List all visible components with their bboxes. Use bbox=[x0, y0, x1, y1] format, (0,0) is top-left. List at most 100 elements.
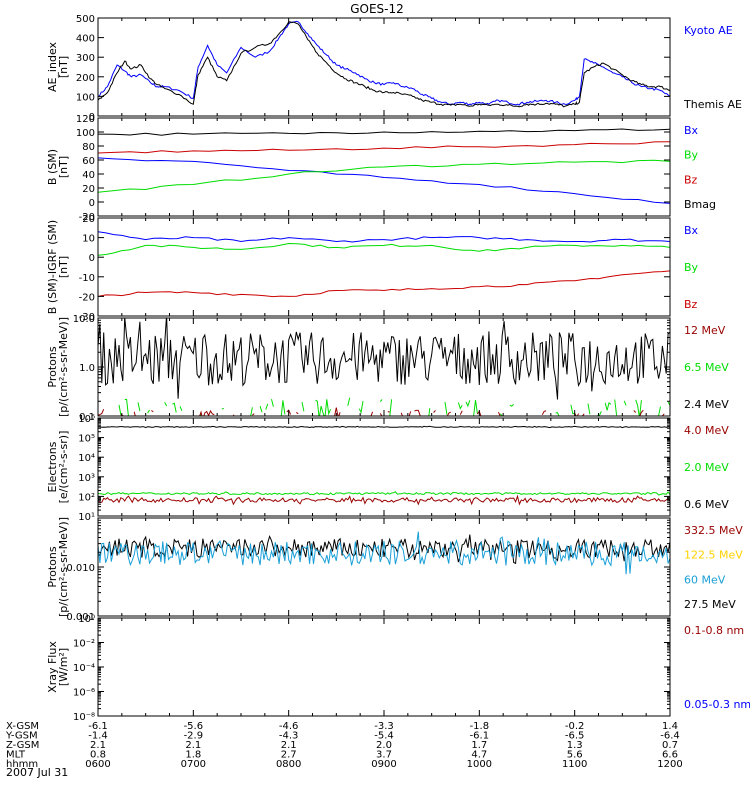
y-tick-label: 200 bbox=[76, 73, 95, 84]
legend-2-4-mev: 2.4 MeV bbox=[684, 398, 729, 411]
panel-2: -20 0 20 40 60 80 100 120 B (SM)[nT] Bx By Bz Bmag bbox=[46, 114, 716, 223]
ephem-cell: -1.4 bbox=[88, 731, 108, 742]
y-tick-label: 10⁻⁸ bbox=[73, 712, 95, 723]
ephem-cell: 0.8 bbox=[90, 750, 106, 761]
legend-by: By bbox=[684, 149, 699, 162]
series-6-5-mev bbox=[118, 397, 670, 416]
ephem-cell: 1.8 bbox=[185, 750, 201, 761]
legend-4-0-mev: 4.0 MeV bbox=[684, 424, 729, 437]
panel-6: 0.001 0.010 Protons[p/(cm²-s-sr-MeV)] 332.5… bbox=[46, 517, 743, 623]
ephem-row-label: hhmm bbox=[6, 759, 38, 770]
y-axis-label: [e/(cm²-s-sr)] bbox=[57, 431, 70, 504]
legend-2-0-mev: 2.0 MeV bbox=[684, 461, 729, 474]
y-tick-label: 300 bbox=[76, 53, 95, 64]
legend-bz: Bz bbox=[684, 173, 698, 186]
legend-bz: Bz bbox=[684, 298, 698, 311]
panel-4: 0.1 1.0 10.0 Protons[p/(cm²-s-sr-MeV)] 12 Me… bbox=[46, 314, 729, 423]
legend-by: By bbox=[684, 261, 699, 274]
y-tick-label: 20 bbox=[82, 214, 95, 225]
panel-frame bbox=[97, 217, 671, 317]
y-axis-label: [nT] bbox=[57, 256, 70, 278]
y-tick-label: 10⁻⁶ bbox=[73, 688, 95, 699]
ephem-row-label: X-GSM bbox=[6, 721, 39, 732]
legend-122-5-mev: 122.5 MeV bbox=[684, 549, 743, 562]
legend-0-1-0-8-nm: 0.1-0.8 nm bbox=[684, 624, 744, 637]
y-tick-label: 40 bbox=[82, 170, 95, 181]
ephem-cell: 1200 bbox=[657, 759, 682, 770]
ephem-cell: 1.4 bbox=[662, 721, 678, 732]
y-axis-label: B (SM) bbox=[46, 149, 59, 185]
ephem-cell: -2.9 bbox=[184, 731, 204, 742]
legend-12-mev: 12 MeV bbox=[684, 324, 726, 337]
panel-frame bbox=[97, 317, 671, 417]
series-by bbox=[98, 159, 670, 193]
panel-5: 10¹ 10² 10³ 10⁴ 10⁵ 10⁶ Electrons[e/(cm²-s-sr)… bbox=[46, 414, 729, 523]
y-tick-label: 20 bbox=[82, 184, 95, 195]
y-axis-label: Protons bbox=[46, 546, 59, 587]
ephem-cell: 5.6 bbox=[567, 750, 583, 761]
y-tick-label: 10.0 bbox=[73, 314, 95, 325]
series-2-4-mev bbox=[98, 318, 670, 400]
y-tick-label: 1.0 bbox=[79, 363, 95, 374]
ephem-cell: -1.8 bbox=[470, 721, 490, 732]
y-tick-label: 10⁵ bbox=[78, 434, 95, 445]
series-bmag bbox=[98, 128, 670, 136]
ephem-cell: 1100 bbox=[562, 759, 587, 770]
series-themis-ae bbox=[98, 21, 670, 108]
ephem-cell: 3.7 bbox=[376, 750, 392, 761]
ephem-cell: -4.3 bbox=[279, 731, 299, 742]
ephem-cell: 2.1 bbox=[185, 740, 201, 751]
y-tick-label: 10⁰ bbox=[78, 614, 95, 625]
y-axis-label: [W/m²] bbox=[57, 648, 70, 686]
ephem-cell: -3.3 bbox=[374, 721, 394, 732]
ephem-cell: -6.1 bbox=[470, 731, 490, 742]
ephem-cell: 1.7 bbox=[471, 740, 487, 751]
y-axis-label: [nT] bbox=[57, 56, 70, 78]
y-tick-label: 10 bbox=[82, 234, 95, 245]
ephem-cell: 0900 bbox=[371, 759, 396, 770]
ephem-cell: 0.7 bbox=[662, 740, 678, 751]
series-kyoto-ae bbox=[98, 20, 670, 106]
ephem-cell: 2.7 bbox=[281, 750, 297, 761]
y-tick-label: 0 bbox=[89, 253, 95, 264]
ephem-cell: -5.4 bbox=[374, 731, 394, 742]
legend-332-5-mev: 332.5 MeV bbox=[684, 524, 743, 537]
ephem-row-label: MLT bbox=[6, 750, 26, 761]
y-tick-label: 0.010 bbox=[66, 563, 95, 574]
panel-frame bbox=[97, 617, 671, 717]
chart-title: GOES-12 bbox=[350, 2, 404, 16]
y-tick-label: 10² bbox=[78, 492, 95, 503]
series-bx bbox=[98, 157, 670, 204]
y-tick-label: -20 bbox=[79, 212, 95, 223]
y-tick-label: 500 bbox=[76, 14, 95, 25]
y-tick-label: 80 bbox=[82, 142, 95, 153]
y-axis-label: [p/(cm²-s-sr-MeV)] bbox=[57, 517, 70, 617]
y-tick-label: 10⁻⁴ bbox=[73, 663, 95, 674]
ephem-cell: -6.4 bbox=[660, 731, 680, 742]
y-tick-label: 100 bbox=[76, 128, 95, 139]
y-axis-label: B (SM)-IGRF (SM) bbox=[46, 220, 59, 314]
legend-bx: Bx bbox=[684, 124, 699, 137]
y-axis-label: AE_index bbox=[46, 41, 59, 92]
y-axis-label: [nT] bbox=[57, 156, 70, 178]
legend-0-6-mev: 0.6 MeV bbox=[684, 498, 729, 511]
ephem-cell: 2.1 bbox=[90, 740, 106, 751]
y-tick-label: -10 bbox=[79, 273, 95, 284]
ephem-cell: -0.2 bbox=[565, 721, 585, 732]
ephem-cell: 0600 bbox=[85, 759, 110, 770]
y-tick-label: 100 bbox=[76, 92, 95, 103]
date-label: 2007 Jul 31 bbox=[6, 766, 68, 779]
series-bz bbox=[98, 270, 670, 298]
series-0-6-mev bbox=[98, 425, 670, 429]
ephem-cell: 6.6 bbox=[662, 750, 678, 761]
ephemeris-table: X-GSMY-GSMZ-GSMMLThhmm-6.1-1.42.10.80600… bbox=[5, 721, 683, 770]
legend-themis-ae: Themis AE bbox=[683, 98, 742, 111]
ephem-cell: 2.1 bbox=[281, 740, 297, 751]
ephem-cell: 2.0 bbox=[376, 740, 392, 751]
legend-27-5-mev: 27.5 MeV bbox=[684, 598, 736, 611]
ephem-cell: -5.6 bbox=[184, 721, 204, 732]
y-tick-label: 0.001 bbox=[66, 612, 95, 623]
y-tick-label: -20 bbox=[79, 292, 95, 303]
legend-0-05-0-3-nm: 0.05-0.3 nm bbox=[684, 698, 750, 711]
series-4-0-mev bbox=[98, 494, 670, 506]
